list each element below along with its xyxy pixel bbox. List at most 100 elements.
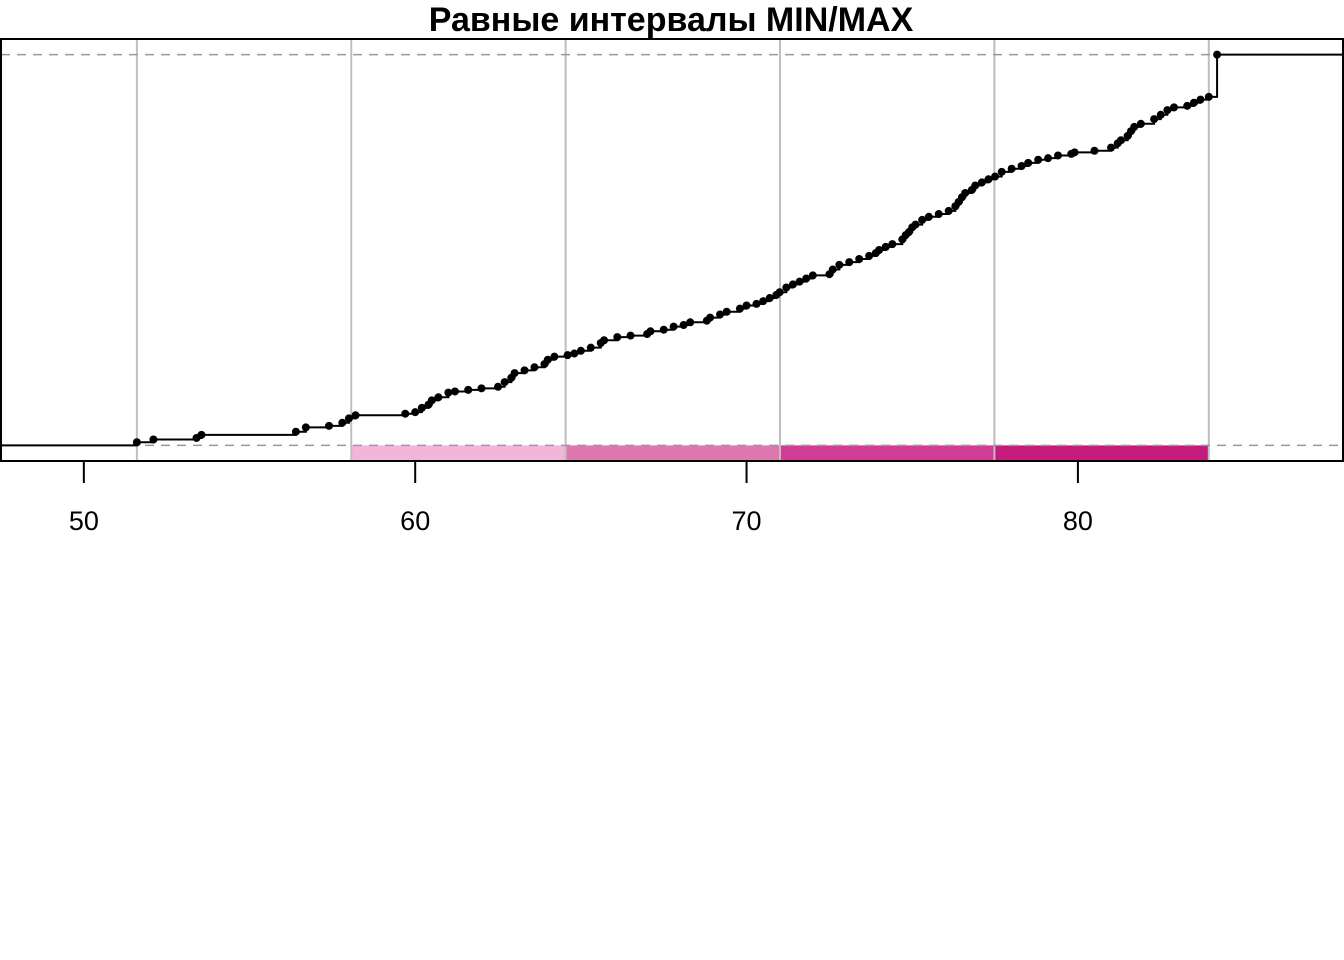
ecdf-point-63: [845, 258, 854, 267]
x-tick-label-80: 80: [1063, 506, 1093, 536]
plot-frame: [0, 38, 1344, 462]
ecdf-point-68: [881, 242, 890, 251]
x-axis: 50 60 70 80: [69, 460, 1093, 536]
ecdf-point-86: [984, 175, 993, 184]
ecdf-point-57: [795, 277, 804, 286]
ecdf-point-7: [325, 421, 334, 430]
ecdf-step-line: [1, 53, 1343, 447]
ecdf-point-111: [1196, 95, 1205, 104]
ecdf-point-56: [788, 280, 797, 289]
ecdf-point-42: [679, 321, 688, 330]
ecdf-point-67: [875, 246, 884, 254]
ecdf-point-28: [543, 355, 552, 364]
ecdf-point-78: [944, 206, 953, 215]
ecdf-point-100: [1116, 136, 1125, 145]
ecdf-point-12: [411, 408, 420, 417]
ecdf-point-11: [401, 409, 410, 418]
class-bar-3: [565, 445, 781, 461]
ecdf-point-59: [808, 271, 817, 280]
ecdf-point-24: [510, 369, 519, 378]
ecdf-point-88: [997, 167, 1006, 176]
reference-lines: [1, 53, 1343, 447]
ecdf-point-41: [669, 322, 678, 331]
ecdf-point-76: [924, 212, 933, 221]
class-bar-4: [780, 445, 995, 461]
ecdf-point-74: [911, 220, 920, 229]
ecdf-point-40: [659, 325, 668, 334]
ecdf-point-19: [464, 385, 473, 394]
ecdf-point-17: [444, 388, 453, 397]
ecdf-point-36: [613, 333, 622, 342]
ecdf-step-path: [1, 53, 1343, 447]
ecdf-point-98: [1107, 143, 1116, 152]
ecdf-point-112: [1204, 92, 1213, 101]
ecdf-point-50: [752, 299, 761, 308]
class-bar-2: [351, 445, 566, 461]
ecdf-point-82: [961, 188, 970, 197]
ecdf-point-32: [576, 346, 585, 355]
class-bar-1: [136, 445, 352, 461]
ecdf-point-61: [828, 265, 837, 274]
ecdf-point-29: [550, 352, 559, 361]
ecdf-point-15: [427, 396, 436, 405]
ecdf-point-92: [1034, 155, 1043, 164]
ecdf-point-106: [1156, 110, 1165, 119]
ecdf-points: [132, 50, 1222, 447]
break-lines: [135, 39, 1210, 461]
ecdf-point-109: [1183, 101, 1192, 110]
ecdf-point-103: [1130, 122, 1139, 131]
ecdf-point-96: [1070, 148, 1079, 157]
ecdf-point-75: [918, 215, 927, 224]
ecdf-point-2: [149, 435, 158, 444]
ecdf-point-54: [775, 288, 784, 297]
ecdf-point-25: [520, 366, 529, 375]
ecdf-point-22: [500, 378, 509, 387]
ecdf-point-39: [646, 327, 655, 336]
ecdf-point-113: [1213, 50, 1222, 59]
ecdf-point-37: [626, 331, 635, 340]
ecdf-point-93: [1044, 154, 1053, 163]
ecdf-point-107: [1163, 106, 1172, 115]
ecdf-point-87: [991, 172, 1000, 181]
ecdf-point-94: [1054, 151, 1063, 160]
ecdf-point-105: [1150, 115, 1159, 124]
ecdf-point-104: [1136, 119, 1145, 128]
ecdf-point-43: [686, 318, 695, 327]
ecdf-point-69: [888, 240, 897, 249]
ecdf-point-10: [351, 411, 360, 420]
ecdf-point-52: [765, 294, 774, 303]
ecdf-point-9: [344, 414, 353, 423]
ecdf-point-110: [1189, 98, 1198, 107]
ecdf-point-85: [977, 178, 986, 187]
ecdf-point-8: [338, 418, 347, 427]
ecdf-point-30: [563, 351, 572, 360]
ecdf-point-97: [1090, 146, 1099, 155]
ecdf-point-84: [971, 181, 980, 190]
ecdf-point-13: [417, 403, 426, 412]
ecdf-point-5: [291, 427, 300, 436]
ecdf-point-108: [1170, 103, 1179, 112]
ecdf-point-58: [802, 274, 811, 283]
ecdf-point-33: [586, 343, 595, 352]
ecdf-point-65: [865, 251, 874, 260]
ecdf-point-31: [570, 349, 579, 358]
x-tick-label-60: 60: [400, 506, 430, 536]
chart-title: Равные интервалы MIN/MAX: [429, 1, 914, 39]
class-interval-bars: [136, 445, 1209, 461]
ecdf-point-55: [782, 283, 791, 292]
ecdf-point-18: [450, 387, 459, 396]
ecdf-point-89: [1007, 164, 1016, 173]
ecdf-point-26: [530, 363, 539, 372]
ecdf-point-46: [716, 310, 725, 319]
ecdf-point-45: [706, 313, 715, 322]
ecdf-point-90: [1017, 161, 1026, 170]
ecdf-point-48: [735, 304, 744, 313]
ecdf-point-4: [197, 430, 206, 439]
x-tick-label-50: 50: [69, 506, 99, 536]
ecdf-point-62: [835, 260, 844, 269]
ecdf-point-21: [494, 382, 503, 391]
x-tick-label-70: 70: [732, 506, 762, 536]
ecdf-point-64: [855, 254, 864, 263]
ecdf-point-35: [600, 336, 609, 345]
